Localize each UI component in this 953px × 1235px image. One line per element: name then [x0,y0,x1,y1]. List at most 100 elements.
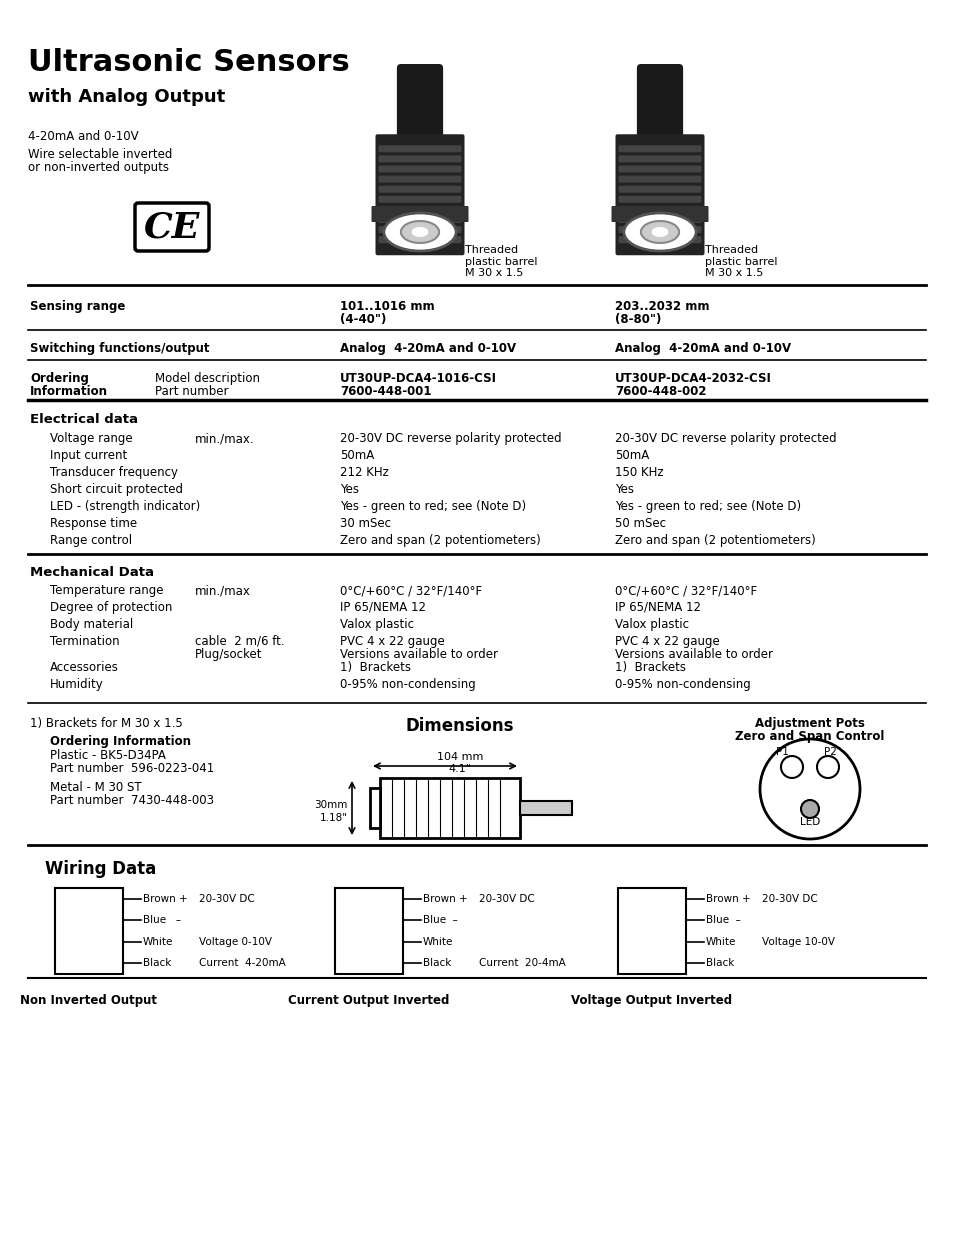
Text: 50mA: 50mA [339,450,374,462]
FancyBboxPatch shape [618,226,700,233]
Text: Blue  –: Blue – [705,915,740,925]
FancyBboxPatch shape [375,135,464,256]
FancyBboxPatch shape [618,185,700,193]
Text: Analog  4-20mA and 0-10V: Analog 4-20mA and 0-10V [339,342,516,354]
Text: 1) Brackets for M 30 x 1.5: 1) Brackets for M 30 x 1.5 [30,718,183,730]
Text: Current Output Inverted: Current Output Inverted [288,994,449,1007]
Text: 1.18": 1.18" [319,813,348,823]
Text: 104 mm: 104 mm [436,752,482,762]
Bar [370,788,379,827]
FancyBboxPatch shape [135,203,209,251]
Ellipse shape [411,227,428,237]
Text: White: White [705,937,736,947]
Text: LED: LED [799,818,820,827]
Text: Current  20-4mA: Current 20-4mA [478,958,565,968]
Text: Switching functions/output: Switching functions/output [30,342,210,354]
Text: Brown +: Brown + [705,894,750,904]
Text: Threaded
plastic barrel
M 30 x 1.5: Threaded plastic barrel M 30 x 1.5 [464,245,537,278]
Text: UT30UP-DCA4-2032-CSI: UT30UP-DCA4-2032-CSI [615,372,771,385]
Ellipse shape [640,221,679,243]
Text: Black: Black [143,958,172,968]
Text: Brown +: Brown + [143,894,188,904]
Bar [618,888,685,974]
Text: 7600-448-002: 7600-448-002 [615,385,706,398]
Text: 30 mSec: 30 mSec [339,517,391,530]
FancyBboxPatch shape [378,226,461,233]
Text: 50mA: 50mA [615,450,649,462]
FancyBboxPatch shape [378,146,461,152]
Text: 7600-448-001: 7600-448-001 [339,385,431,398]
FancyBboxPatch shape [396,64,442,141]
Text: Ultrasonic Sensors: Ultrasonic Sensors [28,48,350,77]
Text: IP 65/NEMA 12: IP 65/NEMA 12 [339,601,426,614]
Text: 0°C/+60°C / 32°F/140°F: 0°C/+60°C / 32°F/140°F [339,584,481,597]
Circle shape [801,800,818,818]
Text: Voltage range: Voltage range [50,432,132,445]
Text: Sensing range: Sensing range [30,300,125,312]
Bar [519,802,572,815]
Text: Brown +: Brown + [422,894,467,904]
Text: 1)  Brackets: 1) Brackets [615,661,685,674]
Text: Part number: Part number [154,385,229,398]
Text: Humidity: Humidity [50,678,104,692]
FancyBboxPatch shape [618,206,700,212]
Text: Dimensions: Dimensions [405,718,514,735]
Text: 4-20mA and 0-10V: 4-20mA and 0-10V [28,130,138,143]
Text: 20-30V DC: 20-30V DC [199,894,254,904]
Text: Blue   –: Blue – [143,915,181,925]
Text: 0°C/+60°C / 32°F/140°F: 0°C/+60°C / 32°F/140°F [615,584,757,597]
Text: Metal - M 30 ST: Metal - M 30 ST [50,781,141,794]
Text: PVC 4 x 22 gauge: PVC 4 x 22 gauge [615,635,719,648]
Text: min./max.: min./max. [194,432,254,445]
Text: Plug/socket: Plug/socket [194,648,262,661]
FancyBboxPatch shape [378,196,461,203]
Text: Information: Information [30,385,108,398]
Text: Input current: Input current [50,450,127,462]
Ellipse shape [651,227,668,237]
Text: Part number  596-0223-041: Part number 596-0223-041 [50,762,214,776]
Circle shape [781,756,802,778]
Ellipse shape [400,221,438,243]
Text: Transducer frequency: Transducer frequency [50,466,178,479]
Text: (4-40"): (4-40") [339,312,386,326]
Text: Yes - green to red; see (Note D): Yes - green to red; see (Note D) [339,500,525,513]
Text: 0-95% non-condensing: 0-95% non-condensing [615,678,750,692]
Text: P2: P2 [822,747,836,757]
Text: Ordering Information: Ordering Information [50,735,191,748]
FancyBboxPatch shape [618,165,700,173]
Text: 150 KHz: 150 KHz [615,466,663,479]
Text: 20-30V DC reverse polarity protected: 20-30V DC reverse polarity protected [615,432,836,445]
Text: Wiring Data: Wiring Data [45,860,156,878]
Text: Temperature range: Temperature range [50,584,163,597]
FancyBboxPatch shape [618,156,700,163]
Circle shape [760,739,859,839]
Text: Yes: Yes [615,483,634,496]
Text: 50 mSec: 50 mSec [615,517,665,530]
Text: Voltage 10-0V: Voltage 10-0V [761,937,834,947]
FancyBboxPatch shape [637,64,682,141]
Text: IP 65/NEMA 12: IP 65/NEMA 12 [615,601,700,614]
Text: White: White [143,937,173,947]
Text: CE: CE [144,211,200,245]
Text: Accessories: Accessories [50,661,119,674]
FancyBboxPatch shape [378,216,461,224]
FancyBboxPatch shape [378,206,461,212]
Text: Valox plastic: Valox plastic [339,618,414,631]
FancyBboxPatch shape [611,206,708,222]
Text: Plastic - BK5-D34PA: Plastic - BK5-D34PA [50,748,166,762]
Bar [55,888,123,974]
Text: Valox plastic: Valox plastic [615,618,688,631]
FancyBboxPatch shape [378,156,461,163]
FancyBboxPatch shape [378,165,461,173]
Text: Body material: Body material [50,618,133,631]
Text: Zero and span (2 potentiometers): Zero and span (2 potentiometers) [339,534,540,547]
Text: Degree of protection: Degree of protection [50,601,172,614]
Text: LED - (strength indicator): LED - (strength indicator) [50,500,200,513]
Text: 20-30V DC: 20-30V DC [761,894,817,904]
Text: Termination: Termination [50,635,119,648]
Text: Black: Black [705,958,734,968]
FancyBboxPatch shape [618,196,700,203]
Text: 101..1016 mm: 101..1016 mm [339,300,435,312]
FancyBboxPatch shape [378,185,461,193]
Text: Model description: Model description [154,372,260,385]
